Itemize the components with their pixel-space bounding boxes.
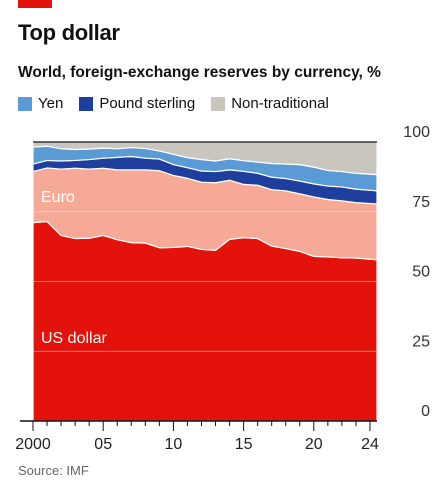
- legend-label-non-traditional: Non-traditional: [231, 95, 329, 112]
- x-tick-label: 24: [361, 436, 379, 453]
- source-note: Source: IMF: [18, 463, 89, 478]
- x-tick-label: 20: [305, 436, 323, 453]
- legend-label-yen: Yen: [38, 95, 64, 112]
- y-tick-label: 0: [421, 403, 430, 420]
- x-tick-label: 2000: [15, 436, 51, 453]
- legend-item-non-traditional: Non-traditional: [211, 95, 329, 112]
- brand-red-bar: [18, 0, 52, 8]
- y-tick-label: 75: [412, 194, 430, 211]
- legend: Yen Pound sterling Non-traditional: [18, 95, 345, 112]
- legend-swatch-yen: [18, 96, 32, 111]
- y-tick-label: 50: [412, 264, 430, 281]
- legend-swatch-pound-sterling: [79, 96, 94, 111]
- x-tick-label: 05: [94, 436, 112, 453]
- series-label-euro: Euro: [41, 189, 75, 206]
- series-label-us-dollar: US dollar: [41, 330, 107, 347]
- legend-swatch-non-traditional: [211, 96, 226, 111]
- y-tick-label: 100: [403, 124, 430, 141]
- legend-label-pound-sterling: Pound sterling: [99, 95, 196, 112]
- chart-subtitle: World, foreign-exchange reserves by curr…: [18, 64, 381, 81]
- x-tick-label: 15: [235, 436, 253, 453]
- y-tick-label: 25: [412, 333, 430, 350]
- x-tick-label: 10: [165, 436, 183, 453]
- legend-item-yen: Yen: [18, 95, 63, 112]
- legend-item-pound-sterling: Pound sterling: [79, 95, 195, 112]
- chart-title: Top dollar: [18, 20, 120, 45]
